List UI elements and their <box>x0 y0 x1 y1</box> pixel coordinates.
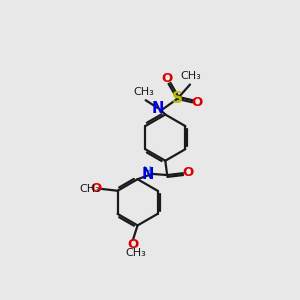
Text: H: H <box>143 165 152 178</box>
Text: CH₃: CH₃ <box>134 87 154 98</box>
Text: O: O <box>182 166 194 179</box>
Text: N: N <box>142 167 154 182</box>
Text: O: O <box>162 72 173 85</box>
Text: N: N <box>152 100 164 116</box>
Text: S: S <box>172 91 183 106</box>
Text: CH₃: CH₃ <box>80 184 100 194</box>
Text: CH₃: CH₃ <box>125 248 146 258</box>
Text: CH₃: CH₃ <box>181 71 202 81</box>
Text: O: O <box>127 238 139 251</box>
Text: O: O <box>90 182 101 195</box>
Text: O: O <box>192 96 203 109</box>
